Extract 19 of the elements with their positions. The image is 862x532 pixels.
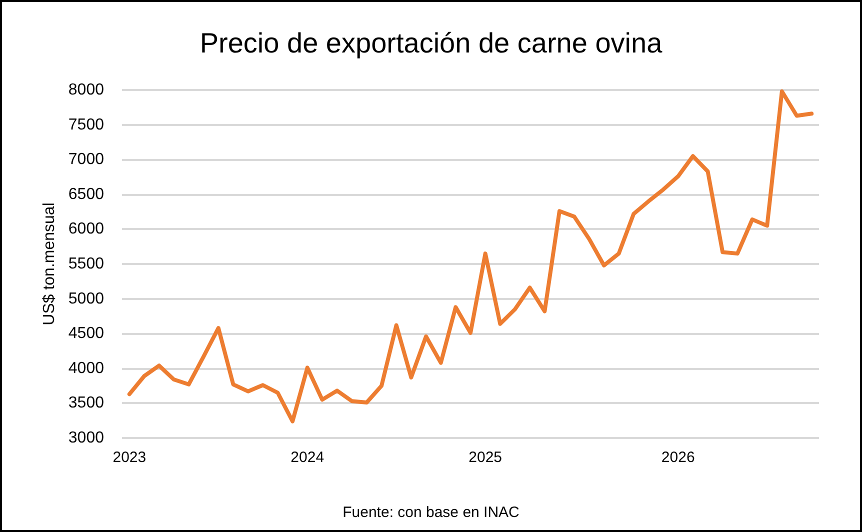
y-tick-label: 7500 xyxy=(68,116,104,134)
y-tick-label: 6000 xyxy=(68,220,104,238)
y-tick-label: 7000 xyxy=(68,151,104,168)
y-tick-label: 8000 xyxy=(68,82,104,98)
x-tick-label: 2024 xyxy=(290,449,324,466)
y-tick-label: 5000 xyxy=(68,290,104,308)
y-tick-label: 3000 xyxy=(68,430,104,446)
x-tick-label: 2023 xyxy=(112,449,146,466)
x-tick-label: 2025 xyxy=(468,449,502,466)
chart-title: Precio de exportación de carne ovina xyxy=(200,28,663,58)
y-tick-label: 4500 xyxy=(68,325,104,342)
y-tick-label: 5500 xyxy=(68,256,104,272)
source-note: Fuente: con base en INAC xyxy=(342,504,520,521)
y-tick-label: 3500 xyxy=(68,394,104,412)
y-axis-title: US$ ton.mensual xyxy=(41,202,58,326)
y-tick-label: 4000 xyxy=(68,360,104,377)
line-series xyxy=(127,89,814,424)
x-tick-label: 2026 xyxy=(661,449,695,466)
y-tick-label: 6500 xyxy=(68,186,104,203)
